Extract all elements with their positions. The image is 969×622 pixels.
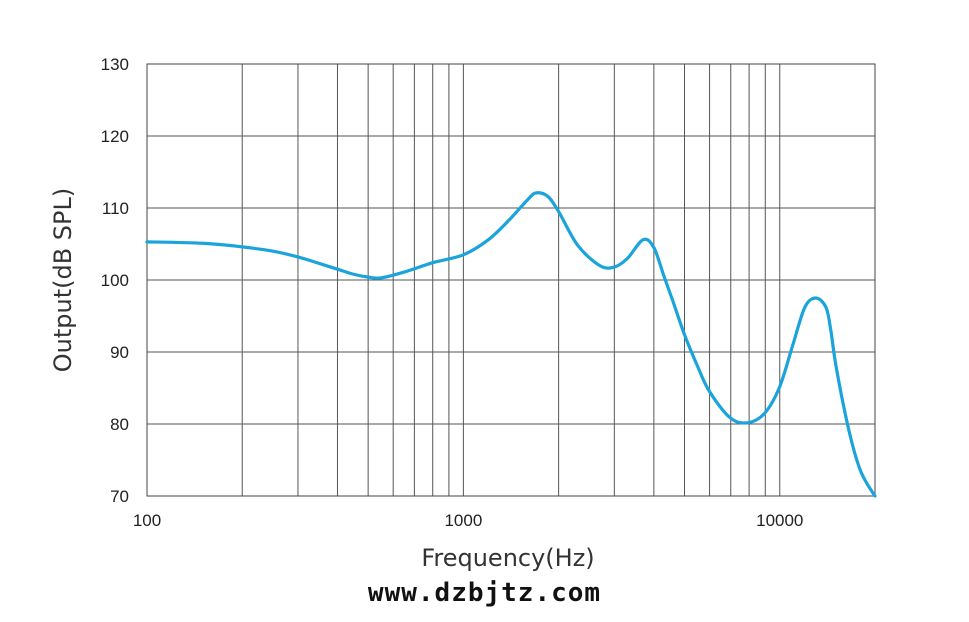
watermark-text: www.dzbjtz.com xyxy=(367,578,602,608)
x-tick-label: 10000 xyxy=(756,511,803,530)
x-tick-label: 100 xyxy=(133,511,161,530)
y-tick-label: 130 xyxy=(101,55,129,74)
plot-frame xyxy=(146,63,876,497)
y-axis-title: Output(dB SPL) xyxy=(49,188,77,373)
x-axis-title: Frequency(Hz) xyxy=(421,544,594,572)
y-tick-label: 70 xyxy=(110,487,129,506)
y-tick-label: 80 xyxy=(110,415,129,434)
grid-lines xyxy=(147,64,875,496)
response-curve xyxy=(145,191,877,498)
series-layer xyxy=(145,191,877,498)
y-tick-labels: 70 80 90 100 110 120 130 xyxy=(101,55,129,506)
y-tick-label: 110 xyxy=(102,199,129,218)
y-tick-label: 90 xyxy=(110,343,129,362)
y-tick-label: 100 xyxy=(101,271,129,290)
y-tick-label: 120 xyxy=(101,127,129,146)
x-tick-label: 1000 xyxy=(444,511,482,530)
x-tick-labels: 100 1000 10000 xyxy=(133,511,804,530)
